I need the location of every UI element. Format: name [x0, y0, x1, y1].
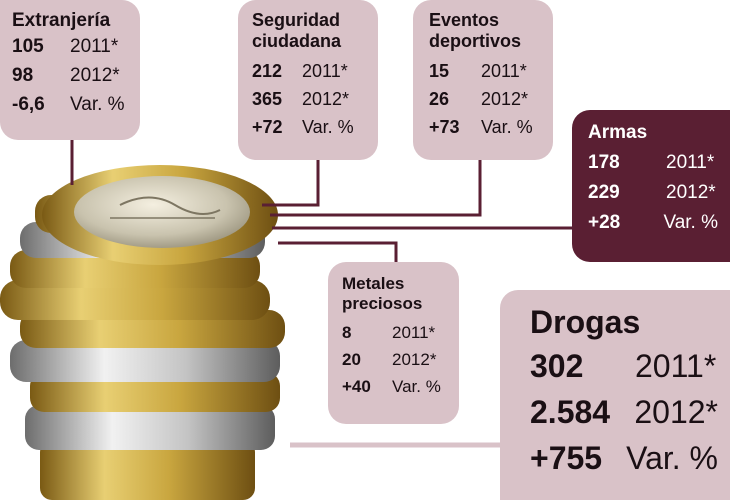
armas-row-var: +28 Var. %	[588, 208, 718, 238]
seguridad-ciudadana-box: Seguridad ciudadana 212 2011* 365 2012* …	[238, 0, 378, 160]
eventos-value-2011: 15	[429, 61, 450, 82]
eventos-row-2011: 15 2011*	[429, 57, 541, 85]
extranjeria-box: Extranjería 105 2011* 98 2012* -6,6 Var.…	[0, 0, 140, 140]
drogas-value-var: +755	[530, 439, 603, 476]
armas-value-2011: 178	[588, 151, 620, 173]
metales-label-2012: 2012*	[392, 350, 437, 370]
seguridad-title-line2: ciudadana	[252, 30, 342, 51]
drogas-row-2011: 302 2011*	[530, 343, 718, 389]
metales-label-var: Var. %	[392, 377, 441, 397]
metales-value-2011: 8	[342, 323, 352, 343]
armas-value-2012: 229	[588, 181, 620, 203]
metales-row-2012: 20 2012*	[342, 346, 449, 373]
metales-preciosos-box: Metales preciosos 8 2011* 20 2012* +40 V…	[328, 262, 459, 424]
metales-label-2011: 2011*	[392, 323, 436, 343]
seguridad-row-2011: 212 2011*	[252, 57, 366, 85]
drogas-box: Drogas 302 2011* 2.584 2012* +755 Var. %	[500, 290, 730, 500]
extranjeria-row-var: -6,6 Var. %	[12, 90, 126, 119]
eventos-value-var: +73	[429, 117, 460, 138]
eventos-label-2011: 2011*	[481, 61, 527, 82]
extranjeria-label-2011: 2011*	[70, 35, 119, 57]
drogas-value-2012: 2.584	[530, 393, 611, 430]
extranjeria-row-2012: 98 2012*	[12, 61, 126, 90]
armas-label-2012: 2012*	[666, 181, 716, 203]
armas-label-2011: 2011*	[666, 151, 715, 173]
extranjeria-title: Extranjería	[12, 10, 111, 31]
eventos-value-2012: 26	[429, 89, 450, 110]
eventos-title-line1: Eventos	[429, 10, 500, 30]
drogas-value-2011: 302	[530, 347, 584, 384]
armas-label-var: Var. %	[663, 211, 718, 233]
drogas-row-2012: 2.584 2012*	[530, 389, 718, 435]
drogas-label-var: Var. %	[626, 439, 718, 476]
eventos-label-var: Var. %	[481, 117, 533, 138]
eventos-deportivos-box: Eventos deportivos 15 2011* 26 2012* +73…	[413, 0, 553, 160]
eventos-title-line2: deportivos	[429, 30, 522, 51]
euro-coin-top	[42, 165, 278, 265]
eventos-label-2012: 2012*	[481, 89, 529, 110]
armas-box: Armas 178 2011* 229 2012* +28 Var. %	[572, 110, 730, 262]
seguridad-value-2011: 212	[252, 61, 283, 82]
armas-value-var: +28	[588, 211, 621, 233]
drogas-title: Drogas	[530, 304, 641, 340]
extranjeria-label-var: Var. %	[70, 93, 125, 115]
extranjeria-row-2011: 105 2011*	[12, 32, 126, 61]
seguridad-row-var: +72 Var. %	[252, 113, 366, 141]
seguridad-label-2012: 2012*	[302, 89, 350, 110]
seguridad-title-line1: Seguridad	[252, 10, 341, 30]
extranjeria-value-var: -6,6	[12, 93, 45, 115]
drogas-label-2011: 2011*	[635, 347, 717, 384]
metales-row-2011: 8 2011*	[342, 319, 449, 346]
armas-title: Armas	[588, 122, 648, 143]
eventos-row-var: +73 Var. %	[429, 113, 541, 141]
metales-value-2012: 20	[342, 350, 361, 370]
seguridad-label-var: Var. %	[302, 117, 354, 138]
seguridad-value-var: +72	[252, 117, 283, 138]
drogas-row-var: +755 Var. %	[530, 435, 718, 481]
metales-row-var: +40 Var. %	[342, 373, 449, 400]
extranjeria-value-2011: 105	[12, 35, 44, 57]
extranjeria-value-2012: 98	[12, 64, 34, 86]
armas-row-2012: 229 2012*	[588, 178, 718, 208]
seguridad-value-2012: 365	[252, 89, 283, 110]
seguridad-label-2011: 2011*	[302, 61, 348, 82]
metales-title-line1: Metales	[342, 274, 405, 293]
metales-value-var: +40	[342, 377, 371, 397]
seguridad-row-2012: 365 2012*	[252, 85, 366, 113]
extranjeria-label-2012: 2012*	[70, 64, 120, 86]
drogas-label-2012: 2012*	[634, 393, 718, 430]
armas-row-2011: 178 2011*	[588, 148, 718, 178]
eventos-row-2012: 26 2012*	[429, 85, 541, 113]
metales-title-line2: preciosos	[342, 293, 423, 313]
